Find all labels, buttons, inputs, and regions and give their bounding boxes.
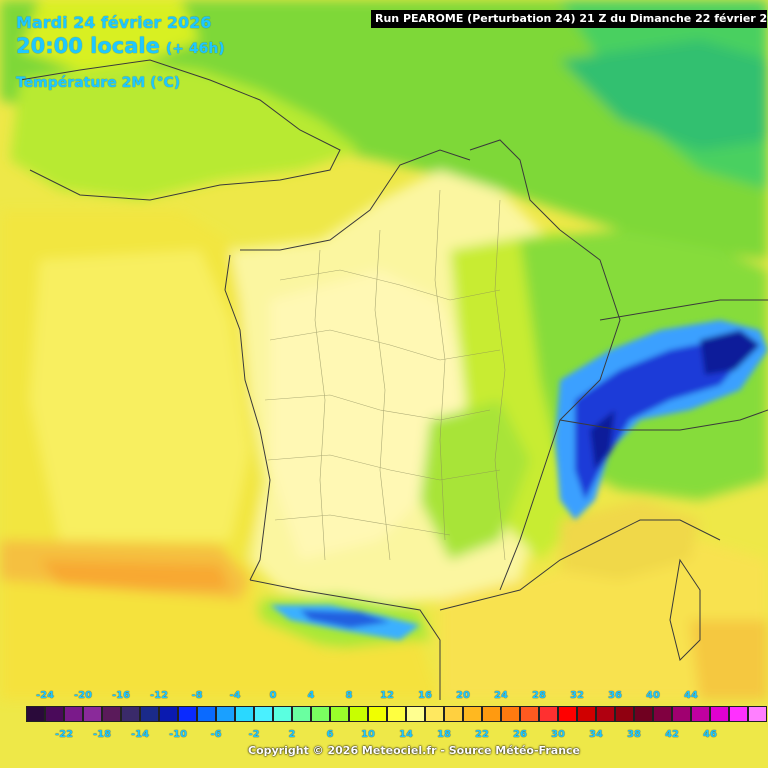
legend-swatch xyxy=(273,706,292,722)
legend-tick-top: 36 xyxy=(608,690,622,701)
department-borders xyxy=(264,189,506,561)
legend-tick-top: -4 xyxy=(229,690,241,701)
coastlines xyxy=(19,59,768,700)
legend-swatch xyxy=(729,706,748,722)
legend-swatch xyxy=(634,706,653,722)
legend-swatch xyxy=(159,706,178,722)
legend-swatch xyxy=(368,706,387,722)
legend-swatch xyxy=(26,706,45,722)
legend-tick-top: 8 xyxy=(345,690,353,701)
legend-tick-bottom: 22 xyxy=(475,729,489,740)
legend-swatch xyxy=(463,706,482,722)
color-scale-legend: -24 -20 -16 -12 -8 -4 0 4 8 12 16 20 24 28 32 36 40 44 -22… xyxy=(0,684,768,768)
legend-swatch xyxy=(501,706,520,722)
legend-swatch xyxy=(748,706,767,722)
legend-tick-top: 0 xyxy=(269,690,277,701)
legend-swatch xyxy=(140,706,159,722)
alps-cold-zone xyxy=(270,320,768,640)
legend-tick-top: -20 xyxy=(73,690,93,701)
legend-swatch xyxy=(691,706,710,722)
legend-tick-top: 16 xyxy=(418,690,432,701)
legend-swatch xyxy=(577,706,596,722)
legend-swatch xyxy=(254,706,273,722)
legend-tick-bottom: 18 xyxy=(437,729,451,740)
legend-tick-bottom: -6 xyxy=(210,729,222,740)
legend-swatch xyxy=(596,706,615,722)
legend-tick-bottom: 30 xyxy=(551,729,565,740)
forecast-time: 20:00 locale (+ 46h) xyxy=(16,34,225,58)
legend-tick-top: 44 xyxy=(684,690,698,701)
legend-tick-bottom: 46 xyxy=(703,729,717,740)
legend-tick-top: 28 xyxy=(532,690,546,701)
legend-swatch xyxy=(425,706,444,722)
legend-swatch xyxy=(197,706,216,722)
legend-tick-bottom: -18 xyxy=(92,729,112,740)
forecast-lead: (+ 46h) xyxy=(165,41,225,57)
legend-tick-bottom: -2 xyxy=(248,729,260,740)
legend-tick-top: 4 xyxy=(307,690,315,701)
legend-swatch xyxy=(387,706,406,722)
legend-swatch xyxy=(558,706,577,722)
legend-swatch xyxy=(83,706,102,722)
legend-tick-bottom: -14 xyxy=(130,729,150,740)
legend-swatch xyxy=(64,706,83,722)
legend-tick-top: 20 xyxy=(456,690,470,701)
legend-tick-bottom: 34 xyxy=(589,729,603,740)
legend-swatch xyxy=(102,706,121,722)
legend-swatch xyxy=(539,706,558,722)
forecast-date: Mardi 24 février 2026 xyxy=(16,13,212,32)
legend-tick-bottom: 14 xyxy=(399,729,413,740)
legend-swatch xyxy=(672,706,691,722)
run-info-banner: Run PEAROME (Perturbation 24) 21 Z du Di… xyxy=(371,10,768,28)
legend-swatch xyxy=(311,706,330,722)
legend-tick-top: -16 xyxy=(111,690,131,701)
legend-swatch xyxy=(482,706,501,722)
legend-tick-top: -24 xyxy=(35,690,55,701)
copyright-text: Copyright © 2026 Meteociel.fr - Source M… xyxy=(248,744,581,757)
legend-swatch xyxy=(349,706,368,722)
temperature-field xyxy=(0,0,768,700)
legend-tick-top: -8 xyxy=(191,690,203,701)
legend-tick-bottom: -10 xyxy=(168,729,188,740)
legend-tick-top: 32 xyxy=(570,690,584,701)
legend-tick-top: 12 xyxy=(380,690,394,701)
parameter-label: Température 2M (°C) xyxy=(16,75,181,91)
legend-swatch xyxy=(121,706,140,722)
legend-swatch xyxy=(444,706,463,722)
legend-tick-bottom: 6 xyxy=(326,729,334,740)
legend-swatch xyxy=(520,706,539,722)
legend-tick-bottom: 38 xyxy=(627,729,641,740)
forecast-time-label: 20:00 locale xyxy=(16,34,160,58)
legend-tick-bottom: 42 xyxy=(665,729,679,740)
legend-swatch xyxy=(406,706,425,722)
legend-tick-top: 40 xyxy=(646,690,660,701)
legend-swatch xyxy=(710,706,729,722)
legend-tick-top: -12 xyxy=(149,690,169,701)
legend-swatch xyxy=(178,706,197,722)
legend-tick-bottom: 26 xyxy=(513,729,527,740)
legend-tick-top: 24 xyxy=(494,690,508,701)
legend-swatch xyxy=(615,706,634,722)
legend-swatch xyxy=(653,706,672,722)
legend-swatch xyxy=(216,706,235,722)
legend-swatch xyxy=(292,706,311,722)
legend-swatch xyxy=(45,706,64,722)
legend-tick-bottom: 10 xyxy=(361,729,375,740)
legend-tick-bottom: 2 xyxy=(288,729,296,740)
legend-swatch xyxy=(330,706,349,722)
legend-tick-bottom: -22 xyxy=(54,729,74,740)
legend-swatch xyxy=(235,706,254,722)
